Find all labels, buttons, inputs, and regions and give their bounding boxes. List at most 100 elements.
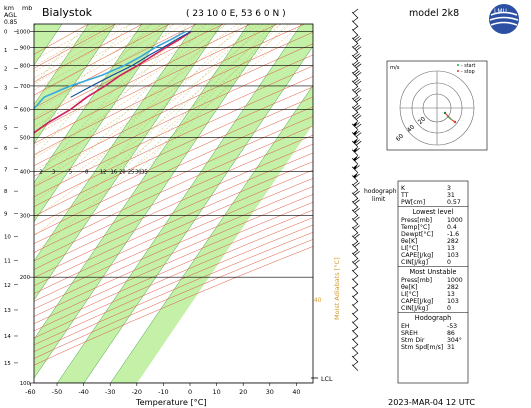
table-hodo-row-value: -53	[447, 323, 457, 330]
dry-adiabat	[34, 178, 313, 302]
table-top-row-value: 3	[447, 185, 451, 192]
hodograph-limit-label: hodograph limit	[364, 188, 397, 203]
wind-barb	[351, 309, 359, 320]
km-tick-label: 10	[4, 235, 11, 241]
km-tick-label: 11	[4, 258, 11, 264]
model-label: model 2k8	[409, 8, 459, 19]
green-bands	[0, 24, 313, 383]
lmu-logo: LMU	[489, 4, 519, 34]
mixing-ratio-line	[42, 24, 175, 172]
logo-text: LMU	[494, 8, 507, 15]
dry-adiabat	[34, 232, 313, 353]
mixing-ratio-line	[102, 24, 242, 172]
dry-adiabat	[34, 143, 313, 270]
dry-adiabat	[34, 194, 313, 317]
table-lowest-row-key: CIN[J/kg]	[401, 259, 428, 266]
wind-barb	[351, 197, 360, 208]
footer-date: 2023-MAR-04 12 UTC	[388, 397, 475, 407]
wind-barb	[351, 301, 359, 311]
table-unstable-row-value: 282	[447, 284, 459, 291]
dry-adiabat	[34, 86, 313, 217]
table-unstable-row-key: LI[°C]	[401, 290, 419, 298]
dry-adiabat	[34, 31, 313, 167]
dry-adiabat	[34, 24, 251, 133]
hodo-ring-label-40: 40	[406, 123, 416, 133]
moist-adiabat	[34, 24, 270, 202]
mixing-ratio-label: 30	[135, 169, 142, 175]
wind-barb	[351, 266, 359, 277]
wind-barb	[351, 138, 362, 148]
dry-adiabat	[34, 43, 313, 177]
table-top-row-key: PW[cm]	[401, 199, 425, 206]
table-top-row-value: 31	[447, 192, 455, 199]
wind-barb	[351, 275, 359, 285]
km-tick-label: 6	[4, 146, 8, 152]
table-lowest-row-key: Temp[°C]	[400, 223, 430, 231]
wind-barb	[351, 17, 359, 27]
x-tick-label: -40	[78, 388, 88, 396]
isotherm	[34, 24, 36, 27]
mixing-ratio-line	[113, 24, 254, 172]
wind-barb	[351, 232, 360, 242]
wind-barb	[351, 163, 360, 174]
pressure-ticks: 100 200 300 400 500 600 700 800 900 1000	[16, 29, 34, 387]
x-tick-label: 20	[239, 388, 247, 396]
km-tick-label: 8	[4, 189, 8, 195]
hodo-legend-start: - start	[461, 63, 476, 69]
dry-adiabat	[34, 24, 143, 83]
wind-barb	[351, 155, 360, 165]
dry-adiabat	[34, 134, 313, 262]
km-tick-label: 0	[4, 29, 8, 35]
wind-barb	[351, 120, 362, 131]
table-unstable-row-value: 103	[447, 298, 459, 305]
wind-barb	[351, 240, 360, 251]
isobars	[34, 31, 313, 383]
wind-barb	[351, 68, 362, 79]
mixing-ratio-line	[121, 24, 264, 172]
mb-label: mb	[22, 4, 32, 12]
x-tick-label: -10	[158, 388, 168, 396]
wind-barb	[351, 258, 360, 268]
green-band	[57, 24, 313, 383]
hodograph-title: Hodograph	[415, 314, 452, 322]
pressure-tick-label: 900	[20, 46, 31, 52]
km-tick-label: 12	[4, 283, 11, 289]
table-lowest-row-key: Dewpt[°C]	[401, 230, 433, 238]
lcl-label: LCL	[321, 375, 333, 383]
km-tick-label: 1	[4, 48, 7, 54]
table-lowest-row-key: LI[°C]	[401, 244, 419, 252]
table-unstable-row-key: CIN[J/kg]	[401, 305, 428, 312]
pressure-tick-label: 1000	[16, 29, 30, 35]
km-tick-label: 5	[4, 125, 7, 131]
dry-adiabat	[34, 209, 313, 332]
wind-barb	[351, 25, 359, 36]
moist-adiabat	[34, 24, 291, 237]
wind-barb	[351, 249, 360, 260]
plot-frame	[33, 23, 314, 384]
table-hodo-row-key: SREH	[401, 330, 418, 337]
table-lowest-row-key: Press[mb]	[401, 217, 432, 224]
km-label: km	[4, 4, 14, 12]
green-band	[0, 24, 9, 383]
wind-barb	[351, 189, 360, 199]
wind-barb	[351, 86, 362, 96]
pressure-tick-label: 700	[20, 84, 31, 90]
wind-barb	[351, 103, 362, 113]
hodograph-unit: m/s	[390, 65, 400, 71]
mixing-ratio-line	[71, 24, 207, 172]
table-lowest-row-key: θe[K]	[401, 238, 417, 245]
table-hodo-row-key: Stm Spd[m/s]	[401, 344, 443, 351]
mixing-ratio-label: 12	[100, 169, 107, 175]
pressure-tick-label: 200	[20, 275, 31, 281]
km-tick-label: 9	[4, 212, 8, 218]
dry-adiabat	[34, 116, 313, 244]
offset-label: 0.85	[4, 19, 18, 26]
pressure-tick-label: 500	[20, 135, 31, 141]
wind-barbs	[351, 8, 362, 371]
mixing-ratio-line	[143, 24, 288, 172]
moist-adiabat	[34, 24, 260, 186]
moist-adiabat	[34, 24, 249, 172]
